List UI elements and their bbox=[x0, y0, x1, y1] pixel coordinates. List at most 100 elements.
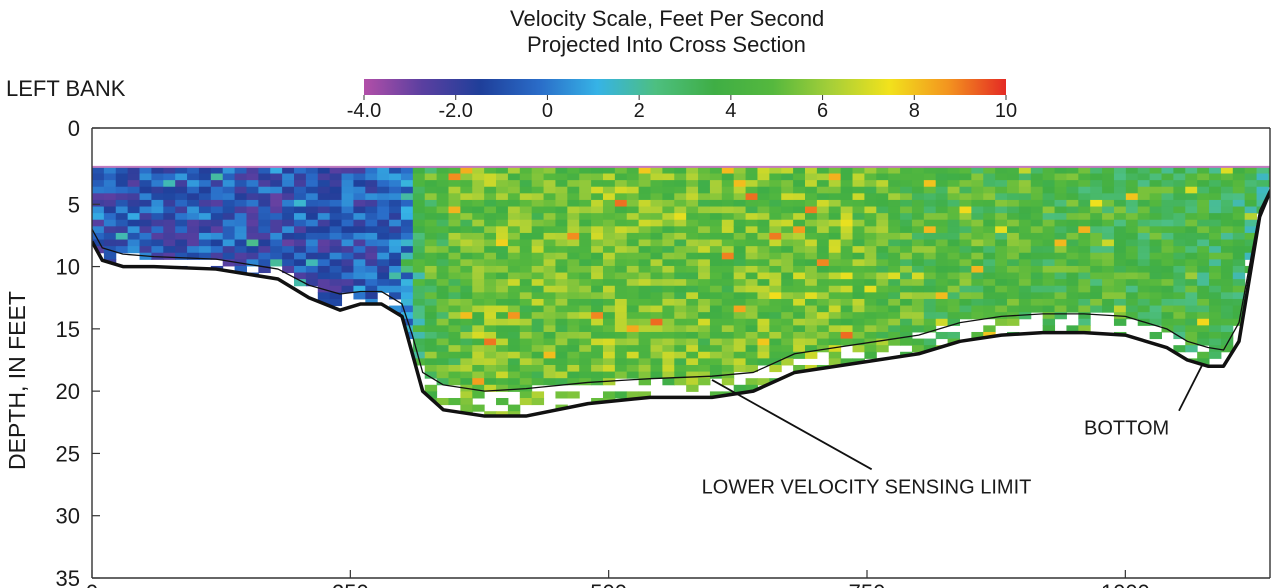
velocity-cell bbox=[1209, 259, 1222, 267]
velocity-cell bbox=[127, 199, 141, 208]
velocity-cell bbox=[210, 219, 224, 227]
velocity-cell bbox=[1066, 239, 1079, 247]
velocity-cell bbox=[674, 213, 687, 221]
velocity-cell bbox=[1042, 166, 1056, 175]
velocity-cell bbox=[436, 206, 449, 214]
velocity-cell bbox=[1102, 206, 1115, 214]
velocity-cell bbox=[662, 279, 675, 287]
velocity-cell bbox=[971, 232, 984, 241]
velocity-cell bbox=[519, 252, 533, 260]
velocity-cell bbox=[1137, 199, 1151, 208]
velocity-cell bbox=[543, 351, 556, 359]
velocity-cell bbox=[543, 232, 556, 241]
velocity-cell bbox=[341, 180, 354, 188]
velocity-cell bbox=[1066, 246, 1079, 254]
velocity-cell bbox=[448, 166, 461, 175]
annotation-leader bbox=[711, 379, 873, 471]
velocity-cell bbox=[519, 318, 533, 326]
velocity-cell bbox=[650, 292, 663, 300]
velocity-cell bbox=[1232, 180, 1246, 188]
velocity-cell bbox=[294, 232, 307, 241]
velocity-cell bbox=[781, 279, 794, 287]
velocity-cell bbox=[270, 226, 283, 234]
velocity-cell bbox=[1018, 259, 1032, 267]
velocity-cell bbox=[1102, 285, 1115, 293]
velocity-cell bbox=[591, 265, 604, 274]
velocity-cell bbox=[115, 219, 129, 227]
velocity-cell bbox=[626, 358, 640, 366]
velocity-cell bbox=[579, 186, 592, 194]
velocity-cell bbox=[1030, 285, 1044, 293]
velocity-cell bbox=[282, 186, 295, 194]
velocity-cell bbox=[674, 279, 687, 287]
velocity-cell bbox=[341, 265, 354, 274]
velocity-cell bbox=[733, 279, 747, 287]
velocity-cell bbox=[472, 259, 485, 267]
velocity-cell bbox=[935, 305, 949, 313]
velocity-cell bbox=[935, 312, 949, 320]
velocity-cell bbox=[341, 199, 354, 208]
velocity-cell bbox=[995, 246, 1008, 254]
velocity-cell bbox=[127, 213, 141, 221]
velocity-cell bbox=[567, 378, 580, 386]
velocity-cell bbox=[662, 166, 675, 175]
velocity-cell bbox=[1078, 206, 1091, 214]
velocity-cell bbox=[745, 292, 758, 300]
velocity-cell bbox=[1149, 312, 1162, 320]
velocity-cell bbox=[995, 292, 1008, 300]
velocity-cell bbox=[1149, 199, 1162, 208]
velocity-cell bbox=[210, 186, 224, 194]
velocity-cell bbox=[400, 180, 414, 188]
velocity-cell bbox=[793, 272, 806, 280]
velocity-cell bbox=[733, 166, 747, 175]
velocity-cell bbox=[602, 331, 616, 340]
velocity-cell bbox=[1197, 358, 1210, 366]
velocity-cell bbox=[876, 166, 889, 175]
velocity-cell bbox=[923, 239, 937, 247]
velocity-cell bbox=[781, 166, 794, 175]
velocity-cell bbox=[496, 312, 509, 320]
velocity-cell bbox=[543, 219, 556, 227]
velocity-cell bbox=[531, 199, 545, 208]
velocity-cell bbox=[436, 358, 449, 366]
velocity-cell bbox=[484, 166, 497, 175]
velocity-cell bbox=[769, 232, 782, 241]
velocity-cell bbox=[448, 285, 461, 293]
velocity-cell bbox=[210, 199, 224, 208]
velocity-cell bbox=[971, 239, 984, 247]
velocity-cell bbox=[828, 173, 842, 181]
velocity-cell bbox=[353, 232, 366, 241]
velocity-cell bbox=[1113, 285, 1127, 293]
velocity-cell bbox=[698, 166, 711, 175]
velocity-cell bbox=[591, 193, 604, 201]
velocity-cell bbox=[484, 246, 497, 254]
velocity-cell bbox=[92, 232, 105, 241]
velocity-cell bbox=[876, 312, 889, 320]
velocity-cell bbox=[507, 378, 521, 386]
velocity-cell bbox=[1209, 166, 1222, 175]
velocity-cell bbox=[852, 180, 865, 188]
velocity-cell bbox=[222, 206, 236, 214]
velocity-cell bbox=[1244, 166, 1258, 175]
velocity-cell bbox=[686, 180, 699, 188]
velocity-cell bbox=[591, 279, 604, 287]
velocity-cell bbox=[1030, 272, 1044, 280]
velocity-cell bbox=[1220, 279, 1234, 287]
velocity-cell bbox=[305, 279, 319, 287]
velocity-cell bbox=[341, 272, 354, 280]
velocity-cell bbox=[614, 252, 628, 260]
velocity-cell bbox=[626, 305, 640, 313]
velocity-cell bbox=[1054, 166, 1067, 175]
velocity-cell bbox=[270, 219, 283, 227]
velocity-cell bbox=[1232, 246, 1246, 254]
velocity-cell bbox=[507, 371, 521, 379]
velocity-cell bbox=[389, 199, 402, 208]
velocity-cell bbox=[424, 371, 438, 379]
velocity-cell bbox=[567, 180, 580, 188]
velocity-cell bbox=[769, 351, 782, 359]
velocity-cell bbox=[436, 252, 449, 260]
velocity-cell bbox=[959, 292, 972, 300]
velocity-cell bbox=[519, 206, 533, 214]
velocity-cell bbox=[436, 259, 449, 267]
velocity-cell bbox=[1090, 232, 1103, 241]
